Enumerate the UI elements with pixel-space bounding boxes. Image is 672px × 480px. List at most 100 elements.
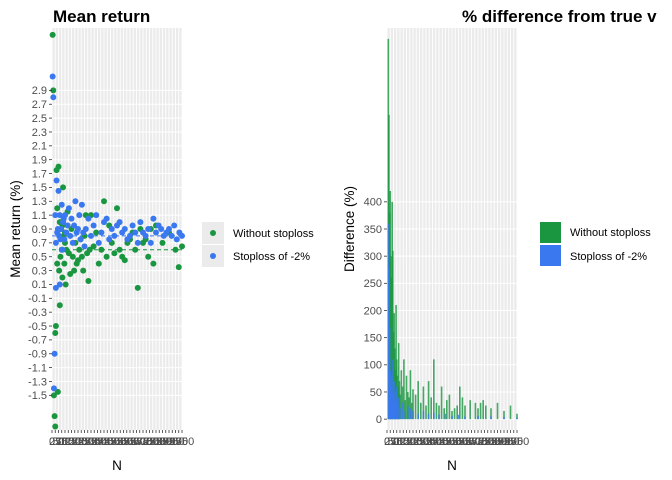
y-tick-label: 1.7	[32, 168, 47, 180]
bar	[404, 400, 406, 420]
x-tick-label: 950	[166, 436, 184, 448]
bar	[444, 413, 447, 420]
legend-label-without-stoploss: Without stoploss	[570, 227, 651, 239]
bar	[422, 386, 425, 420]
y-tick-label: 250	[364, 278, 382, 290]
data-point	[85, 215, 92, 222]
bar	[451, 415, 453, 420]
data-point	[76, 212, 83, 219]
bar	[395, 386, 398, 420]
data-point	[52, 239, 59, 246]
bar	[409, 408, 412, 420]
legend-label-stoploss: Stoploss of -2%	[570, 251, 647, 263]
x-tick-label: 850	[488, 436, 506, 448]
data-point	[134, 284, 141, 291]
bar	[407, 405, 409, 420]
data-point	[69, 253, 76, 260]
x-tick-label: 275	[79, 436, 97, 448]
x-tick-label: 775	[144, 436, 162, 448]
data-point	[150, 260, 157, 267]
x-tick-label: 700	[469, 436, 487, 448]
x-tick-label: 125	[59, 436, 77, 448]
data-point	[50, 392, 57, 399]
bar	[461, 397, 464, 420]
bar	[503, 416, 505, 420]
data-point	[61, 260, 68, 267]
y-tick-label: -0.7	[28, 335, 47, 347]
data-point	[90, 222, 97, 229]
data-point	[103, 253, 110, 260]
y-tick-label: 2.1	[32, 141, 47, 153]
y-tick-label: -0.1	[28, 293, 47, 305]
legend-key-stoploss	[210, 253, 216, 259]
mean-return-chart: Mean return -1.5 -1.3 -1.1-0.9 -0.7 -0.5 -0.3…	[8, 7, 314, 473]
data-point	[50, 385, 57, 392]
data-point	[77, 236, 84, 243]
data-point	[121, 257, 128, 264]
data-point	[159, 239, 166, 246]
data-point	[55, 187, 62, 194]
data-point	[67, 271, 74, 278]
x-tick-label: 750	[475, 436, 493, 448]
y-tick-label: -1.1	[28, 362, 47, 374]
x-tick-label: 800	[147, 436, 165, 448]
x-tick-label: 825	[485, 436, 503, 448]
data-point	[114, 205, 120, 212]
y-tick-label: 0.1	[32, 279, 47, 291]
x-axis-label-left: N	[112, 458, 122, 473]
data-point	[80, 267, 87, 274]
data-point	[50, 94, 57, 101]
x-tick-label: 325	[85, 436, 103, 448]
data-point	[98, 246, 105, 253]
bar	[412, 389, 414, 420]
bar	[477, 408, 479, 420]
bar	[414, 394, 417, 420]
x-tick-label: 500	[108, 436, 126, 448]
y-tick-label: 0.5	[32, 252, 47, 264]
x-tick-label: 750	[140, 436, 158, 448]
data-point	[88, 232, 94, 239]
data-point	[71, 267, 78, 274]
x-tick-label: 950	[501, 436, 519, 448]
y-tick-label: 2.3	[32, 127, 47, 139]
data-point	[52, 284, 59, 291]
data-point	[101, 198, 107, 205]
bar	[443, 408, 445, 420]
y-tick-label: 100	[364, 360, 382, 372]
x-tick-label: 175	[66, 436, 84, 448]
bar	[427, 413, 430, 420]
data-point	[75, 257, 81, 264]
bar	[477, 415, 479, 420]
x-tick-label: 650	[462, 436, 480, 448]
legend-right: Without stoploss Stoploss of -2%	[540, 222, 651, 266]
bar	[399, 394, 401, 420]
bar	[417, 381, 419, 420]
bar	[392, 359, 394, 420]
data-points-left	[49, 31, 185, 430]
data-point	[172, 246, 179, 253]
x-tick-label: 325	[420, 436, 438, 448]
x-tick-label: 700	[134, 436, 152, 448]
data-point	[58, 201, 65, 208]
data-point	[78, 201, 85, 208]
x-tick-label: 625	[459, 436, 477, 448]
data-point	[54, 260, 61, 267]
x-tick-label: 150	[62, 436, 80, 448]
x-tick-label: 725	[137, 436, 155, 448]
data-point	[150, 215, 157, 222]
x-tick-label: 200	[404, 436, 422, 448]
data-point	[52, 212, 59, 219]
x-tick-label: 900	[160, 436, 178, 448]
x-tick-label: 400	[95, 436, 113, 448]
data-point	[179, 232, 185, 239]
bar	[433, 412, 435, 420]
x-tick-label: 475	[105, 436, 123, 448]
bar	[516, 413, 518, 420]
data-point	[54, 205, 61, 212]
x-tick-label: 75	[56, 436, 68, 448]
data-point	[116, 219, 123, 226]
x-tick-label: 1000	[505, 436, 529, 448]
x-tick-label: 425	[433, 436, 451, 448]
bar	[464, 405, 466, 420]
data-point	[108, 226, 115, 232]
